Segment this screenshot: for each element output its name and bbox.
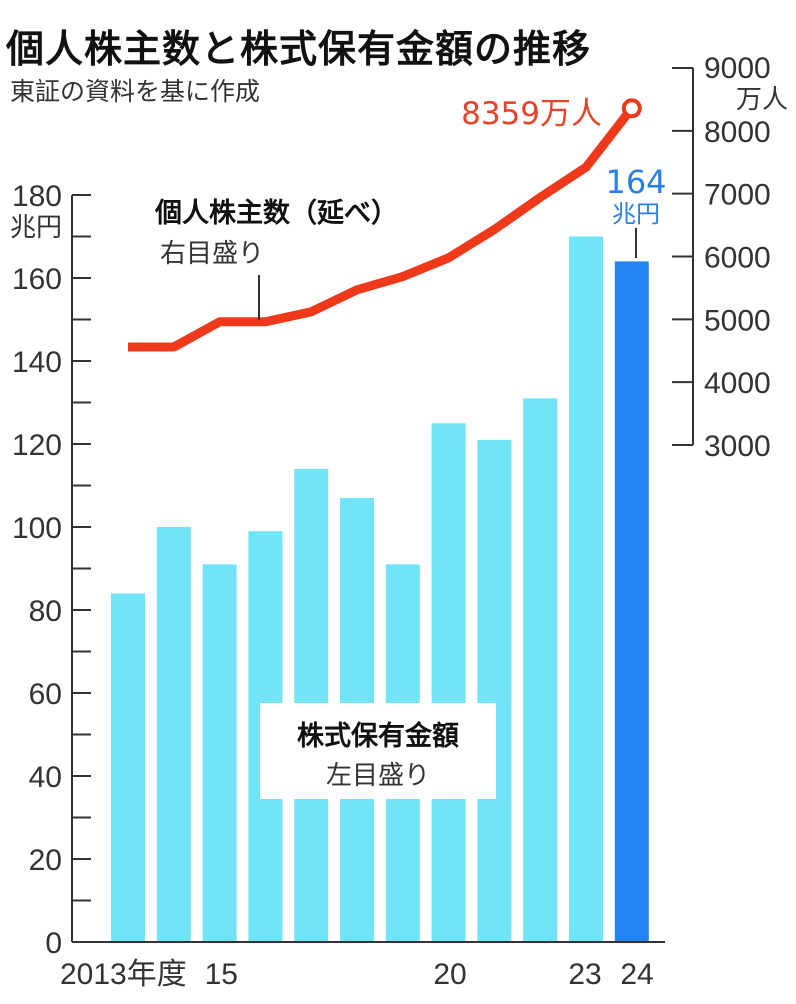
right-tick-label: 9000 bbox=[704, 52, 771, 85]
bar-2021 bbox=[477, 439, 512, 942]
right-tick-label: 5000 bbox=[704, 304, 771, 337]
bar-series-label: 株式保有金額 bbox=[297, 720, 459, 752]
bar-2022 bbox=[523, 398, 558, 943]
bar-axis-note: 左目盛り bbox=[326, 761, 430, 791]
line-series bbox=[128, 98, 642, 352]
x-tick-label: 20 bbox=[433, 958, 466, 991]
chart-title: 個人株主数と株式保有金額の推移 bbox=[6, 27, 592, 71]
x-tick-label: 15 bbox=[205, 958, 238, 991]
bar-2024 bbox=[614, 261, 649, 942]
x-tick-label: 23 bbox=[568, 958, 601, 991]
left-tick-label: 100 bbox=[12, 512, 62, 545]
left-tick-label: 140 bbox=[12, 346, 62, 379]
left-tick-label: 160 bbox=[12, 263, 62, 296]
left-tick-label: 80 bbox=[29, 595, 62, 628]
right-tick-label: 8000 bbox=[704, 116, 771, 149]
chart-source: 東証の資料を基に作成 bbox=[10, 77, 261, 106]
last-bar-value: 164 bbox=[605, 163, 666, 201]
last-point-marker bbox=[621, 98, 642, 119]
x-tick-label: 2013年度 bbox=[60, 958, 187, 991]
bar-2023 bbox=[569, 236, 603, 942]
bar-2013 bbox=[111, 593, 145, 942]
left-axis-unit: 兆円 bbox=[10, 213, 62, 243]
last-line-value: 8359万人 bbox=[461, 96, 602, 132]
left-tick-label: 120 bbox=[12, 429, 62, 462]
bar-label-box bbox=[260, 703, 496, 799]
left-tick-label: 0 bbox=[45, 927, 62, 960]
x-tick-label: 24 bbox=[620, 958, 653, 991]
shareholders-line bbox=[128, 105, 636, 352]
right-tick-label: 6000 bbox=[704, 242, 771, 275]
bar-series bbox=[111, 236, 649, 943]
left-tick-label: 180 bbox=[12, 180, 62, 213]
right-tick-label: 7000 bbox=[704, 179, 771, 212]
bar-2020 bbox=[431, 423, 466, 942]
x-axis: 2013年度 15 20 23 24 bbox=[60, 941, 665, 991]
right-tick-label: 4000 bbox=[704, 367, 771, 400]
line-axis-note: 右目盛り bbox=[160, 239, 264, 269]
last-bar-unit: 兆円 bbox=[612, 200, 660, 228]
left-tick-label: 40 bbox=[29, 761, 62, 794]
line-series-label: 個人株主数（延べ） bbox=[154, 198, 398, 229]
bar-2015 bbox=[202, 564, 237, 942]
right-axis-unit: 万人 bbox=[736, 85, 788, 115]
left-tick-label: 60 bbox=[29, 678, 62, 711]
right-tick-label: 3000 bbox=[704, 430, 771, 463]
bar-2014 bbox=[156, 527, 191, 942]
left-tick-label: 20 bbox=[29, 844, 62, 877]
